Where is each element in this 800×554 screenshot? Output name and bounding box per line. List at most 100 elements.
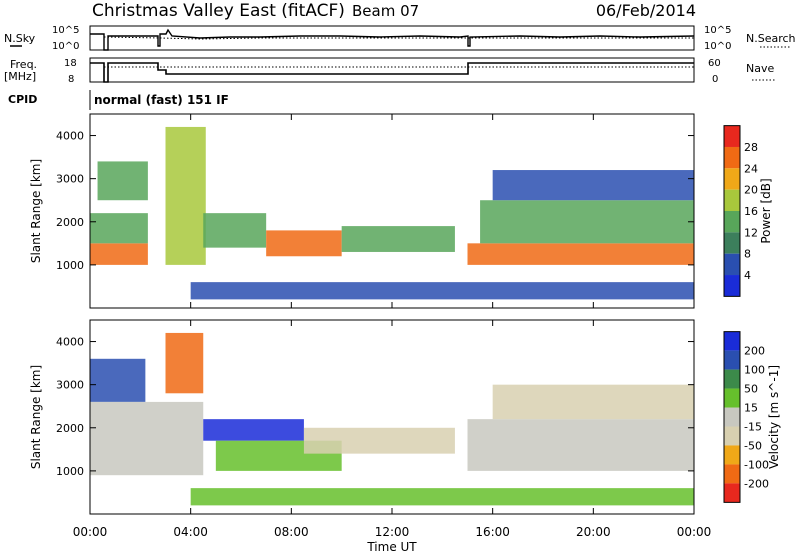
noise-right-label: N.Search	[746, 32, 796, 45]
power-panel: 1000 2000 3000 4000 Slant Range [km]	[29, 113, 695, 309]
freq-right-tick-top: 60	[708, 58, 721, 69]
velocity-y-ticks: 1000 2000 3000 4000	[56, 336, 694, 478]
heatmap-cell	[266, 230, 342, 257]
colorbar-tick-label: 16	[744, 205, 758, 218]
colorbar-tick-label: 24	[744, 162, 758, 175]
heatmap-cell	[303, 427, 455, 454]
heatmap-cell	[90, 358, 146, 402]
power-colorbar: 4 8 12 16 20 24 28	[723, 125, 758, 297]
beam-label: Beam 07	[352, 2, 419, 20]
freq-right-label: Nave	[746, 62, 774, 75]
x-axis-ticks: 00:00 04:00 08:00 12:00 16:00 20:00 00:00	[73, 114, 711, 539]
heatmap-cell	[165, 126, 206, 265]
heatmap-cell	[90, 401, 204, 476]
noise-left-tick-bottom: 10^0	[52, 41, 79, 52]
x-tick-label: 00:00	[73, 525, 108, 539]
date-label: 06/Feb/2014	[596, 1, 696, 20]
colorbar-tick-label: 8	[744, 248, 751, 261]
x-tick-label: 20:00	[576, 525, 611, 539]
colorbar-swatch	[724, 445, 740, 465]
frequency-panel: Freq. [MHz] 18 8 60 0 Nave	[4, 57, 776, 85]
colorbar-tick-label: -50	[744, 439, 762, 452]
cpid-value: normal (fast) 151 IF	[94, 93, 229, 107]
colorbar-swatch	[724, 407, 740, 427]
heatmap-cell	[165, 332, 204, 394]
colorbar-swatch	[724, 464, 740, 484]
noise-left-label: N.Sky	[4, 32, 36, 45]
heatmap-cell	[492, 384, 694, 420]
freq-left-label-2: [MHz]	[4, 70, 36, 83]
colorbar-tick-label: 200	[744, 345, 765, 358]
colorbar-tick-label: 28	[744, 141, 758, 154]
x-tick-label: 16:00	[475, 525, 510, 539]
heatmap-cell	[203, 419, 304, 441]
heatmap-cell	[467, 243, 694, 265]
power-heatmap-cells	[90, 126, 694, 300]
noise-sky-trace	[90, 28, 695, 51]
y-tick-label: 2000	[56, 422, 84, 435]
heatmap-cell	[341, 226, 455, 252]
velocity-colorbar-label: Velocity [m s^-1]	[767, 365, 781, 469]
colorbar-frame	[723, 125, 741, 297]
colorbar-swatch	[724, 483, 740, 503]
y-tick-label: 1000	[56, 465, 84, 478]
colorbar-tick-label: 20	[744, 184, 758, 197]
colorbar-tick-label: 12	[744, 226, 758, 239]
power-y-axis-label: Slant Range [km]	[29, 159, 43, 263]
plot-title: Christmas Valley East (fitACF)	[92, 1, 345, 21]
heatmap-cell	[90, 213, 148, 244]
colorbar-swatch	[724, 426, 740, 446]
freq-left-label-1: Freq.	[10, 58, 37, 71]
colorbar-tick-label: 15	[744, 402, 758, 415]
colorbar-tick-label: -200	[744, 477, 769, 490]
noise-panel: N.Sky 10^5 10^0 10^5 10^0 N.Search	[4, 25, 796, 52]
heatmap-cell	[492, 170, 694, 201]
colorbar-swatch	[724, 253, 740, 276]
colorbar-swatch	[724, 275, 740, 297]
colorbar-tick-label: 50	[744, 383, 758, 396]
colorbar-swatch	[724, 125, 740, 147]
colorbar-swatch	[724, 350, 740, 370]
y-tick-label: 2000	[56, 216, 84, 229]
x-tick-label: 04:00	[173, 525, 208, 539]
y-tick-label: 4000	[56, 130, 84, 143]
heatmap-cell	[97, 161, 148, 201]
y-tick-label: 1000	[56, 259, 84, 272]
colorbar-swatch	[724, 232, 740, 254]
colorbar-swatch	[724, 189, 740, 211]
colorbar-tick-label: 100	[744, 364, 765, 377]
y-tick-label: 3000	[56, 173, 84, 186]
heatmap-cell	[90, 243, 148, 265]
power-y-ticks: 1000 2000 3000 4000	[56, 130, 694, 272]
heatmap-cell	[190, 488, 694, 506]
colorbar-swatch	[724, 146, 740, 169]
heatmap-cell	[190, 282, 694, 300]
velocity-heatmap-cells	[90, 332, 694, 506]
freq-left-tick-bottom: 8	[68, 74, 74, 85]
colorbar-swatch	[724, 388, 740, 408]
colorbar-tick-label: -15	[744, 420, 762, 433]
frequency-trace	[90, 62, 694, 83]
colorbar-swatch	[724, 331, 740, 351]
noise-left-tick-top: 10^5	[52, 25, 79, 36]
colorbar-tick-label: 4	[744, 269, 751, 282]
velocity-y-axis-label: Slant Range [km]	[29, 365, 43, 469]
colorbar-frame	[723, 331, 741, 503]
power-colorbar-label: Power [dB]	[759, 178, 773, 243]
colorbar-swatch	[724, 211, 740, 233]
velocity-colorbar: 200 100 50 15 -15 -50 -100 -200	[723, 331, 769, 503]
x-axis-label: Time UT	[366, 540, 417, 554]
noise-right-tick-top: 10^5	[704, 25, 731, 36]
colorbar-tick-label: -100	[744, 458, 769, 471]
freq-left-tick-top: 18	[64, 58, 77, 69]
colorbar-swatch	[724, 369, 740, 389]
colorbar-swatch	[724, 168, 740, 190]
heatmap-cell	[480, 200, 694, 244]
noise-right-tick-bottom: 10^0	[704, 41, 731, 52]
y-tick-label: 3000	[56, 379, 84, 392]
x-tick-label: 12:00	[375, 525, 410, 539]
cpid-label: CPID	[8, 93, 37, 106]
x-tick-label: 08:00	[274, 525, 309, 539]
freq-right-tick-bottom: 0	[712, 74, 718, 85]
